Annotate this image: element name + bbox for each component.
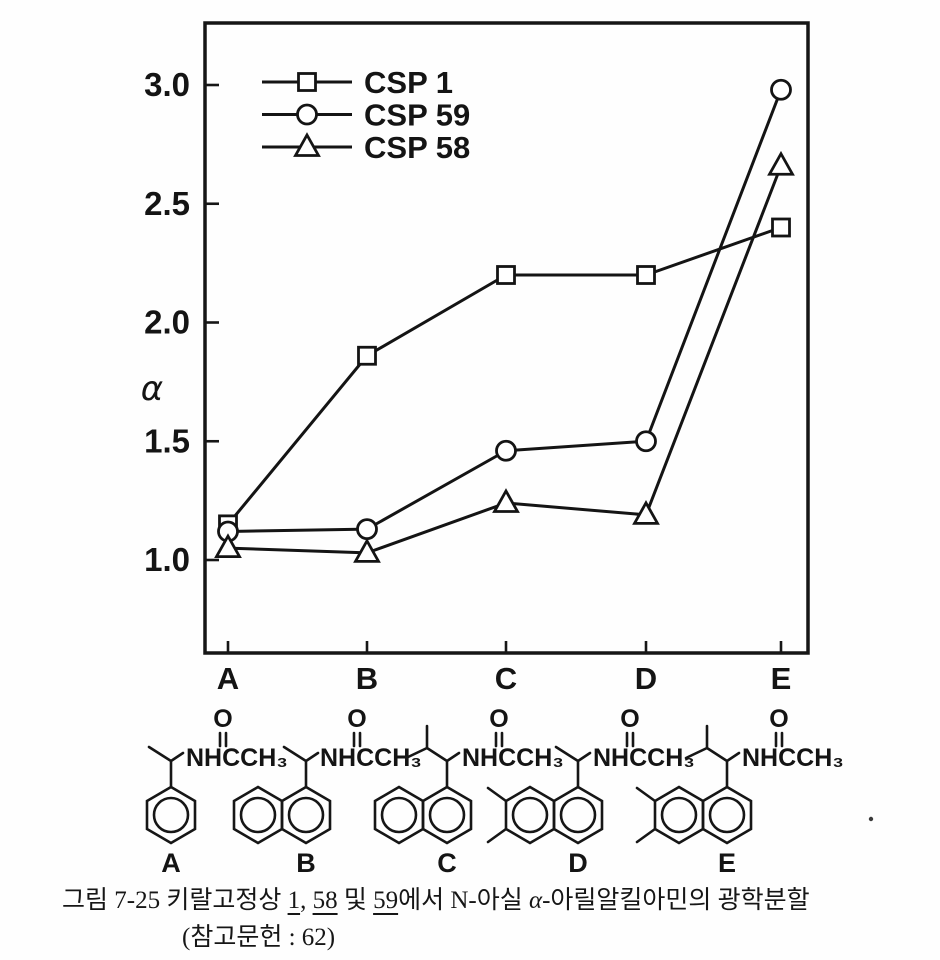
y-axis: 3.0 2.5 2.0 1.5 1.0 [144, 66, 219, 578]
ring-methyl-bonds [635, 786, 657, 844]
amide-text: NHCCH₃ [593, 744, 695, 772]
data-point-csp-59-C [495, 439, 517, 462]
side-chain-bonds [404, 724, 461, 789]
caption-text: α [528, 887, 543, 914]
caption-text: 그림 7-25 키랄고정상 [62, 887, 288, 914]
caption-line-2: (참고문헌 : 62) [182, 924, 336, 951]
caption-line-1: 그림 7-25 키랄고정상 1, 58 및 59에서 N-아실 α-아릴알킬아민… [62, 882, 902, 919]
y-tick-label: 3.0 [144, 66, 190, 103]
y-tick-label: 2.0 [144, 304, 190, 341]
data-point-csp-59-B [356, 518, 378, 541]
x-tick-label: D [635, 661, 657, 696]
amide-text: NHCCH₃ [186, 744, 288, 772]
data-point-csp-1-C [496, 265, 516, 285]
compound-number: 58 [312, 887, 338, 914]
figure-caption: 그림 7-25 키랄고정상 1, 58 및 59에서 N-아실 α-아릴알킬아민… [62, 882, 902, 956]
structure-label: B [296, 848, 316, 878]
caption-text: 에서 N-아실 [398, 887, 529, 914]
carbonyl-oxygen: O [620, 705, 639, 733]
structure-E: O NHCCH₃ E [635, 705, 844, 878]
legend-item-csp-58: CSP 58 [262, 130, 470, 165]
data-point-csp-58-B [353, 538, 381, 563]
compound-number: 59 [373, 887, 399, 914]
amide-text: NHCCH₃ [462, 744, 564, 772]
aromatic-circle [380, 796, 418, 834]
data-point-csp-1-E [771, 217, 791, 238]
data-point-csp-59-E [770, 78, 792, 101]
aromatic-circle [239, 796, 277, 834]
carbonyl-oxygen: O [347, 705, 366, 733]
legend-item-csp-1: CSP 1 [262, 65, 453, 100]
x-axis: A B C D E [217, 641, 792, 696]
x-tick-label: B [356, 661, 378, 696]
structures-row: O NHCCH₃ A O NHCCH₃ B [145, 705, 874, 878]
carbonyl-double-bond [494, 731, 504, 748]
carbonyl-oxygen: O [489, 705, 508, 733]
caption-text: -아릴알킬아민의 광학분할 [542, 887, 810, 914]
naphthalene-right-ring [552, 785, 604, 845]
ring-methyl-bonds [486, 786, 508, 844]
compound-number: 1 [287, 887, 301, 914]
legend-item-csp-59: CSP 59 [262, 98, 470, 133]
data-point-csp-58-C [492, 488, 520, 513]
benzene-ring [145, 785, 197, 845]
amide-text: NHCCH₃ [742, 744, 844, 772]
structure-A: O NHCCH₃ A [145, 705, 288, 878]
structure-label: A [161, 848, 181, 878]
legend-label: CSP 59 [364, 98, 470, 133]
aromatic-circle [660, 796, 698, 834]
structure-label: E [718, 848, 736, 878]
side-chain-bonds [684, 724, 741, 789]
side-chain-bonds [554, 745, 592, 789]
side-chain-bonds [282, 745, 320, 789]
structure-label: D [568, 848, 588, 878]
data-point-csp-58-D [632, 500, 660, 525]
structure-D: O NHCCH₃ D [486, 705, 695, 878]
structure-label: C [437, 848, 457, 878]
legend-marker-triangle [293, 132, 321, 157]
legend-label: CSP 58 [364, 130, 470, 165]
y-tick-label: 2.5 [144, 185, 190, 222]
aromatic-circle [559, 796, 597, 834]
x-tick-label: E [771, 661, 792, 696]
x-tick-label: C [495, 661, 517, 696]
aromatic-circle [287, 796, 325, 834]
y-axis-label: α [141, 369, 163, 409]
aromatic-circle [428, 796, 466, 834]
x-tick-label: A [217, 661, 239, 696]
carbonyl-double-bond [774, 731, 784, 748]
naphthalene-right-ring [280, 785, 332, 845]
legend-label: CSP 1 [364, 65, 453, 100]
data-point-csp-1-D [636, 265, 656, 285]
plot-area [203, 21, 810, 655]
caption-text: , [300, 887, 313, 914]
legend-marker-square [297, 72, 317, 92]
data-point-csp-58-E [767, 150, 795, 176]
carbonyl-oxygen: O [769, 705, 788, 733]
y-tick-label: 1.0 [144, 541, 190, 578]
naphthalene-right-ring [701, 785, 753, 845]
data-point-csp-58-A [214, 533, 242, 559]
carbonyl-double-bond [218, 731, 228, 748]
data-point-csp-59-D [635, 430, 657, 453]
carbonyl-oxygen: O [213, 705, 232, 733]
aromatic-circle [511, 796, 549, 834]
y-tick-label: 1.5 [144, 422, 190, 459]
legend-marker-circle [296, 103, 318, 126]
aromatic-circle [708, 796, 746, 834]
structure-C: O NHCCH₃ C [373, 705, 564, 878]
carbonyl-double-bond [352, 731, 362, 748]
naphthalene-right-ring [421, 785, 473, 845]
scan-artifact-dot [868, 816, 874, 822]
series-layer [214, 78, 795, 563]
aromatic-circle [152, 796, 190, 834]
data-point-csp-1-B [357, 345, 377, 366]
caption-text: 및 [337, 887, 374, 914]
side-chain-bonds [147, 745, 185, 789]
carbonyl-double-bond [625, 731, 635, 748]
